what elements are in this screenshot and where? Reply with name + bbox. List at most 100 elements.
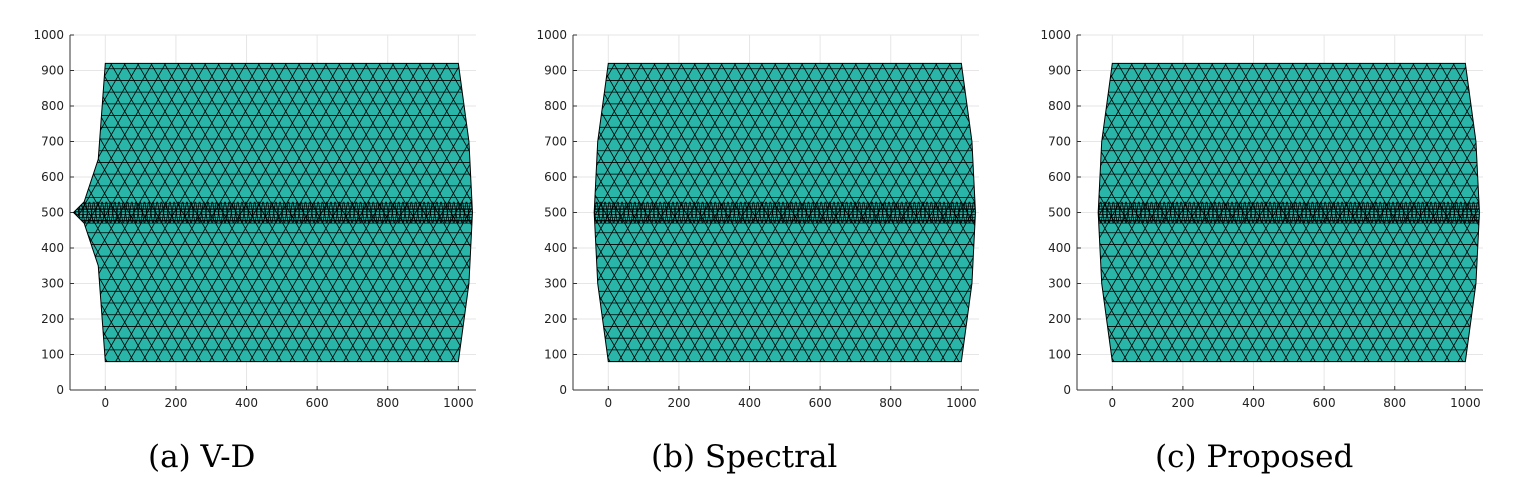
mesh-edge [505,202,509,223]
mesh-edge [901,201,906,224]
mesh-edge [1029,202,1033,223]
mesh-edge [419,201,425,224]
y-tick-label: 100 [544,348,567,362]
mesh-edge [480,202,484,223]
mesh-edge [288,201,293,224]
mesh-edge [875,63,976,362]
mesh-edge [710,201,716,224]
mesh-edge [127,201,132,224]
mesh-edge [783,201,788,224]
mesh-edge [377,201,382,224]
mesh-edge [332,63,473,362]
mesh-edge [1098,63,1278,362]
mesh-edge [795,201,801,224]
mesh-edge [509,202,513,223]
mesh-edge [1503,202,1507,223]
mesh-edge [179,63,401,362]
mesh-edge [1098,63,1273,362]
y-tick-label: 600 [544,170,567,184]
mesh-edge [1098,63,1300,362]
mesh-edge [1350,201,1355,224]
mesh-edge [594,63,721,362]
mesh-edge [449,201,454,224]
mesh-edge [1303,201,1309,224]
mesh-edge [626,201,631,224]
mesh-edge [1339,63,1480,362]
mesh-edge [224,63,446,362]
mesh-edge [1525,202,1529,223]
mesh-edge [505,202,509,223]
mesh-edge [594,63,729,362]
mesh-edge [453,201,459,224]
mesh-edge [251,63,473,362]
x-tick-label: 800 [376,396,399,410]
mesh-edge [1008,202,1012,223]
mesh-edge [1473,201,1478,224]
mesh-edge [432,201,437,224]
mesh-edge [778,201,784,224]
mesh-edge [441,201,446,224]
mesh-edge [367,63,473,362]
mesh-edge [816,201,822,224]
panel: 0 100 200 300 400 500 600 700 800 900 1000 0 200 400 6… [33,28,517,475]
mesh-edge [727,201,733,224]
mesh-edge [859,201,864,224]
mesh-edge [1227,201,1233,224]
mesh-edge [352,201,357,224]
mesh-edge [1509,21,1530,404]
y-tick-label: 400 [1048,241,1071,255]
mesh-edge [698,201,703,224]
mesh-edge [73,63,240,362]
mesh-edge [727,63,949,362]
x-tick-label: 400 [1242,396,1265,410]
mesh-edge [1098,63,1247,362]
mesh-edge [1487,202,1491,223]
mesh-edge [880,201,885,224]
mesh-edge [1253,63,1475,362]
mesh-edge [803,63,976,362]
mesh-edge [821,63,976,362]
mesh-edge [1210,201,1216,224]
mesh-edge [1525,202,1529,223]
mesh-edge [1240,63,1461,362]
mesh-edge [660,201,665,224]
mesh-edge [622,201,627,224]
mesh-edge [301,201,306,224]
mesh-edge [594,63,680,362]
y-tick-label: 0 [56,383,64,397]
mesh-edge [1113,201,1118,224]
mesh-edge [715,201,720,224]
mesh-edge [867,201,873,224]
mesh-edge [1133,63,1354,362]
mesh-edge [1185,201,1190,224]
mesh-outline [72,62,473,363]
mesh-edge [1071,202,1075,223]
mesh-edge [1401,63,1480,362]
mesh-edge [123,201,128,224]
mesh-edge [513,202,517,223]
mesh-edge [910,63,976,362]
mesh-edge [1397,201,1402,224]
mesh-outline [593,62,976,363]
mesh-edge [594,63,649,362]
y-tick-label: 100 [41,348,64,362]
mesh-edge [905,201,911,224]
mesh-edge [922,201,928,224]
mesh-edge [681,201,686,224]
mesh-edge [171,63,392,362]
mesh-edge [436,201,442,224]
mesh-edge [594,63,810,362]
mesh-edge [1384,201,1389,224]
mesh-edge [220,201,226,224]
mesh-edge [910,201,915,224]
mesh-edge [182,201,187,224]
mesh-edge [1419,63,1480,362]
mesh-edge [1274,201,1279,224]
mesh-edge [1508,202,1512,223]
mesh-edge [1098,63,1198,362]
mesh-edge [89,201,94,224]
mesh-edge [753,201,758,224]
mesh-edge [1227,63,1448,362]
mesh-edge [634,201,640,224]
x-tick-label: 1000 [443,396,474,410]
